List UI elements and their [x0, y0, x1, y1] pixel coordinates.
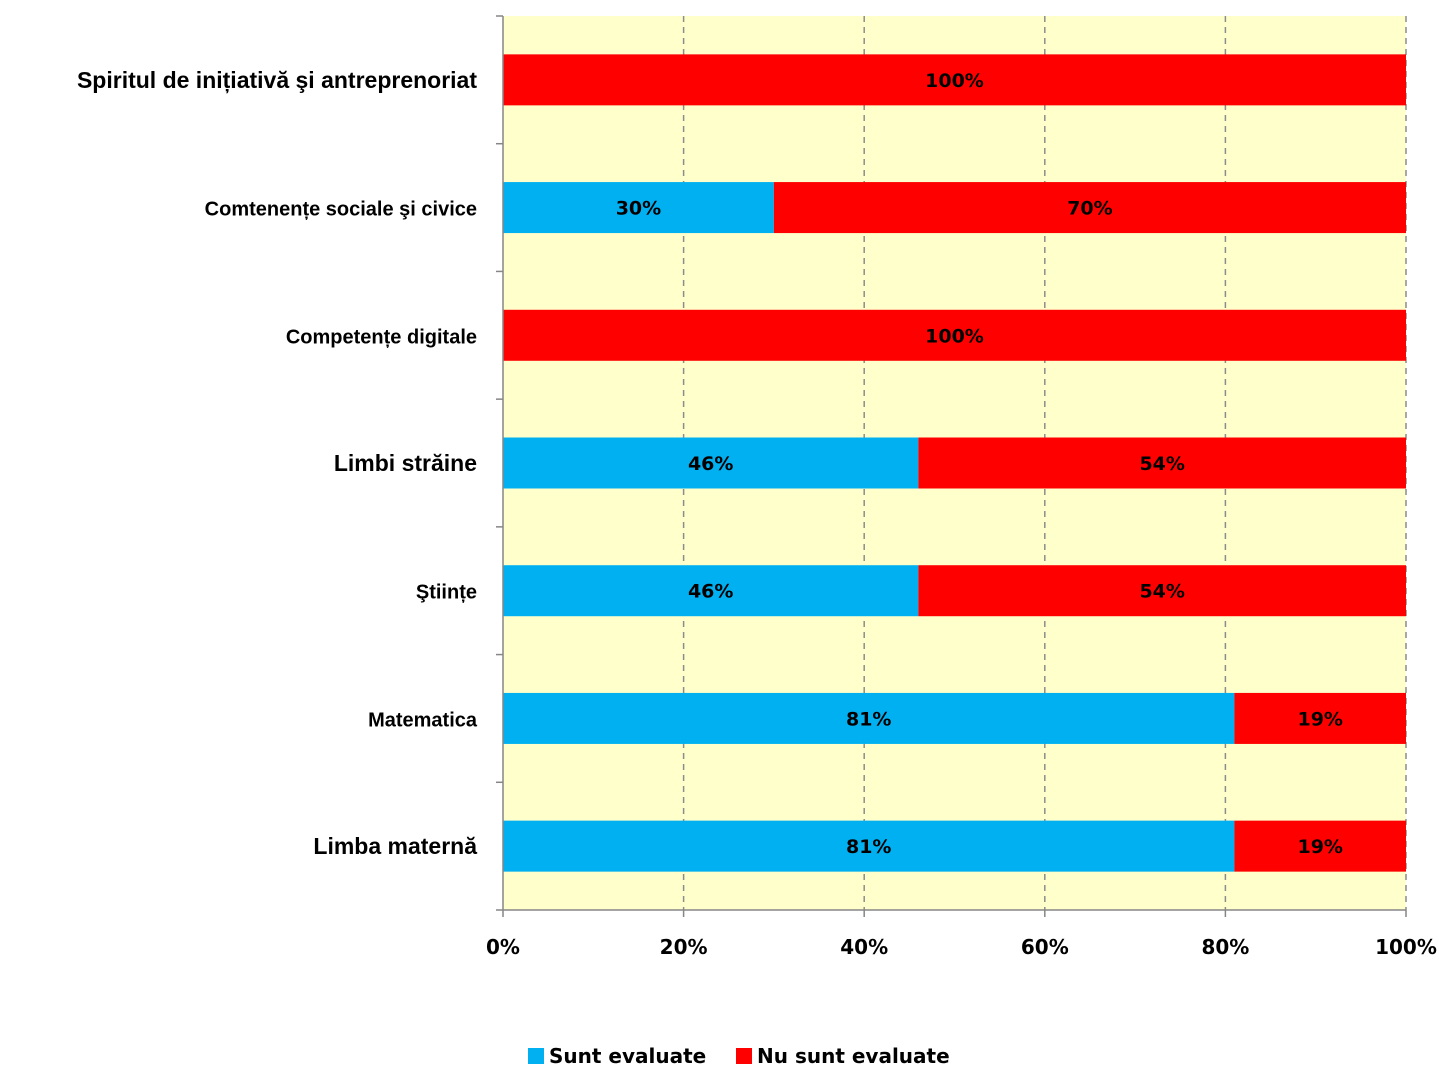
category-label: Limba maternă [313, 833, 477, 859]
data-label: 46% [688, 581, 733, 603]
category-label: Matematica [368, 709, 478, 731]
category-label: Spiritul de inițiativă şi antreprenoriat [77, 67, 477, 94]
bar-segment [503, 565, 919, 617]
data-label: 19% [1297, 836, 1342, 858]
legend-swatch [528, 1048, 544, 1064]
x-tick-label: 80% [1201, 935, 1249, 959]
bar-segment [503, 182, 774, 234]
data-label: 54% [1139, 581, 1184, 603]
data-label: 81% [846, 836, 891, 858]
data-label: 70% [1067, 198, 1112, 220]
bar-segment [773, 182, 1406, 234]
bar-segment [503, 692, 1235, 744]
axes [496, 15, 1407, 917]
data-label: 81% [846, 708, 891, 730]
data-label: 100% [925, 325, 984, 347]
category-labels: Spiritul de inițiativă şi antreprenoriat… [77, 67, 478, 859]
bars [503, 54, 1406, 872]
category-label: Competențe digitale [286, 326, 477, 348]
gridlines [682, 16, 1407, 910]
x-tick-label: 60% [1021, 935, 1069, 959]
bar-segment [503, 309, 1406, 361]
category-label: Comtenențe sociale şi civice [205, 199, 477, 221]
category-label: Ştiințe [416, 582, 477, 604]
x-tick-label: 20% [660, 935, 708, 959]
bar-segment [918, 565, 1406, 617]
data-labels: 100% 30% 70% 100% 46% 54% 46% 54% 81% 19% 81% 19% [616, 70, 1343, 858]
data-label: 19% [1297, 708, 1342, 730]
x-tick-label: 0% [486, 935, 520, 959]
data-label: 30% [616, 198, 661, 220]
data-label: 54% [1139, 453, 1184, 475]
x-tick-labels: 0% 20% 40% 60% 80% 100% [486, 935, 1437, 959]
x-tick-label: 40% [840, 935, 888, 959]
data-label: 100% [925, 70, 984, 92]
legend-swatch [736, 1048, 752, 1064]
bar-segment [1234, 692, 1406, 744]
bar-segment [503, 820, 1235, 872]
legend-label: Sunt evaluate [549, 1044, 706, 1068]
legend: Sunt evaluate Nu sunt evaluate [528, 1044, 950, 1068]
x-tick-label: 100% [1375, 935, 1437, 959]
bar-segment [503, 54, 1406, 106]
legend-label: Nu sunt evaluate [757, 1044, 950, 1068]
bar-segment [503, 437, 919, 489]
data-label: 46% [688, 453, 733, 475]
category-label: Limbi străine [334, 450, 477, 476]
bar-segment [1234, 820, 1406, 872]
bar-segment [918, 437, 1406, 489]
